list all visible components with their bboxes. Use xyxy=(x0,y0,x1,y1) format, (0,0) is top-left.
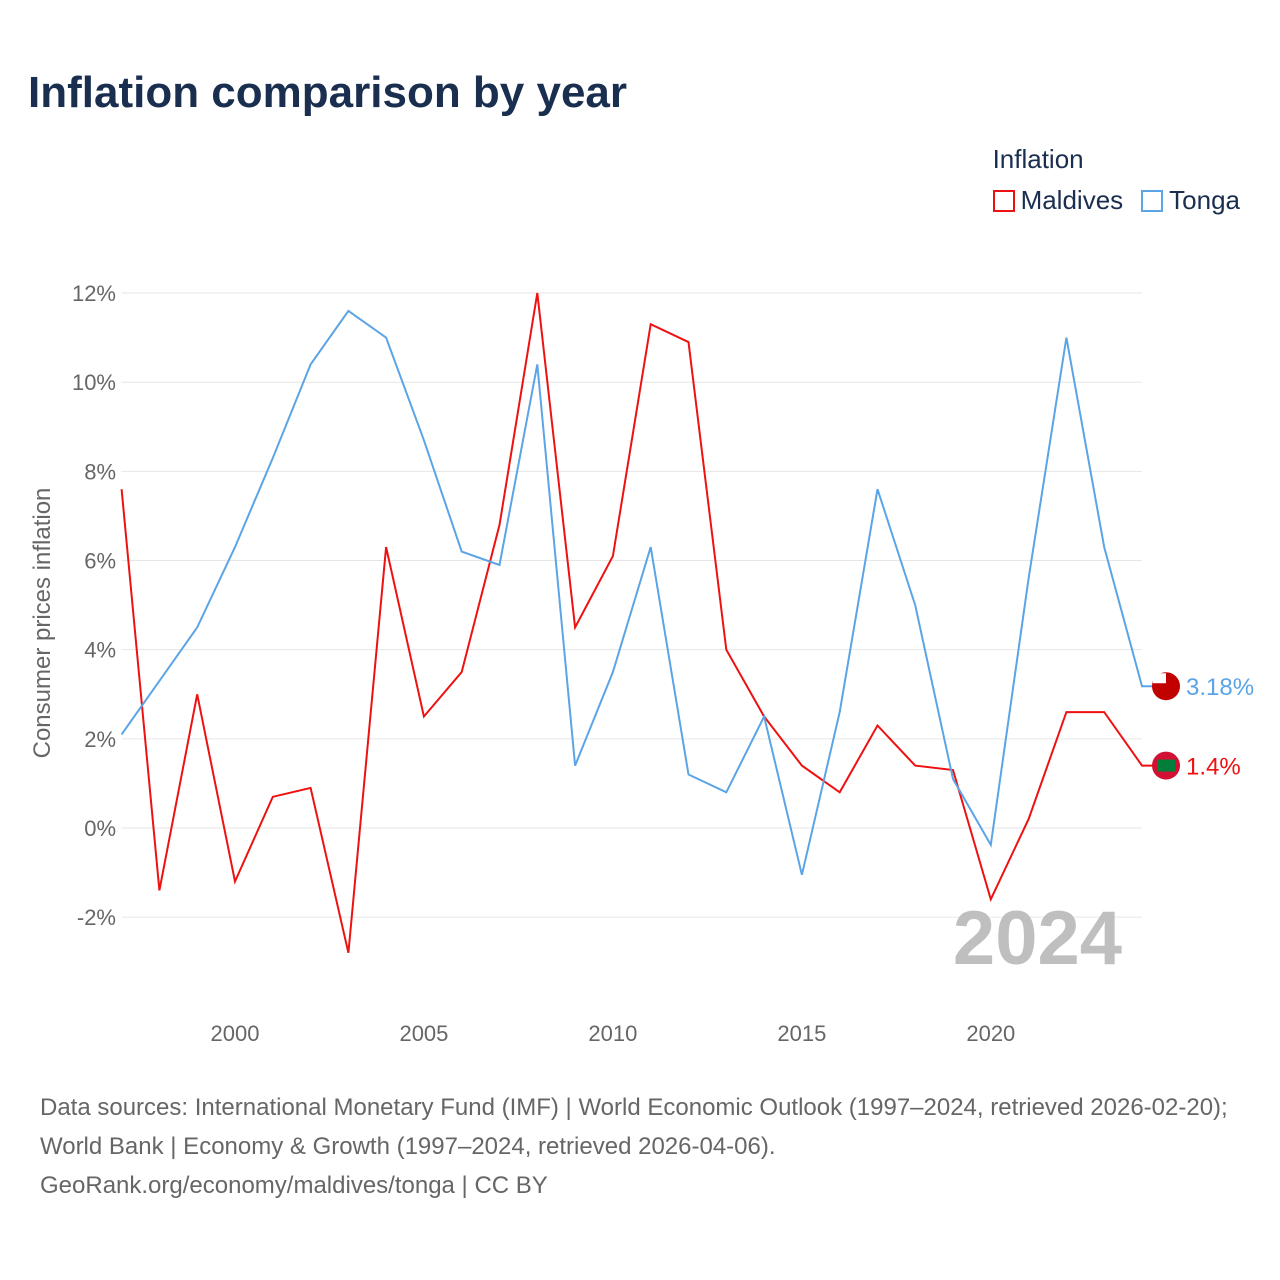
data-point-maldives xyxy=(913,763,918,768)
data-point-maldives xyxy=(724,647,729,652)
y-tick-label: -2% xyxy=(77,905,116,930)
legend-item-tonga[interactable]: Tonga xyxy=(1141,185,1240,216)
data-point-tonga xyxy=(648,545,653,550)
data-point-tonga xyxy=(762,714,767,719)
data-point-tonga xyxy=(157,678,162,683)
x-tick-label: 2020 xyxy=(966,1021,1015,1046)
data-point-tonga xyxy=(270,455,275,460)
flag-icon-detail xyxy=(1153,673,1166,684)
data-point-tonga xyxy=(1102,545,1107,550)
end-value-label: 3.18% xyxy=(1186,674,1254,701)
data-point-maldives xyxy=(1064,710,1069,715)
data-point-maldives xyxy=(1026,817,1031,822)
data-point-tonga xyxy=(573,763,578,768)
x-tick-label: 2010 xyxy=(588,1021,637,1046)
data-point-tonga xyxy=(875,487,880,492)
x-tick-label: 2015 xyxy=(777,1021,826,1046)
end-value-label: 1.4% xyxy=(1186,754,1241,781)
data-point-maldives xyxy=(384,545,389,550)
footer: Data sources: International Monetary Fun… xyxy=(40,1088,1250,1205)
year-watermark: 2024 xyxy=(952,896,1122,981)
data-point-maldives xyxy=(459,669,464,674)
data-point-tonga xyxy=(837,710,842,715)
data-point-maldives xyxy=(421,714,426,719)
data-point-maldives xyxy=(1140,763,1145,768)
data-point-tonga xyxy=(951,776,956,781)
data-point-tonga xyxy=(421,438,426,443)
legend-label: Tonga xyxy=(1169,185,1240,215)
data-point-maldives xyxy=(270,794,275,799)
y-tick-label: 2% xyxy=(84,727,116,752)
y-tick-label: 4% xyxy=(84,638,116,663)
data-point-tonga xyxy=(686,772,691,777)
data-point-maldives xyxy=(308,785,313,790)
legend-swatch xyxy=(1141,189,1164,212)
data-point-maldives xyxy=(1102,710,1107,715)
data-point-maldives xyxy=(799,763,804,768)
data-point-maldives xyxy=(875,723,880,728)
data-point-tonga xyxy=(799,872,804,877)
data-point-tonga xyxy=(1026,576,1031,581)
data-sources: Data sources: International Monetary Fun… xyxy=(40,1094,1228,1160)
x-tick-label: 2005 xyxy=(399,1021,448,1046)
data-point-maldives xyxy=(686,340,691,345)
data-point-maldives xyxy=(610,554,615,559)
data-point-tonga xyxy=(610,669,615,674)
credit-link[interactable]: GeoRank.org/economy/maldives/tonga | CC … xyxy=(40,1172,548,1199)
data-point-tonga xyxy=(384,335,389,340)
y-tick-label: 6% xyxy=(84,549,116,574)
y-tick-label: 10% xyxy=(72,370,116,395)
data-point-tonga xyxy=(232,545,237,550)
y-axis-label: Consumer prices inflation xyxy=(29,488,56,759)
flag-icon-detail xyxy=(1157,759,1175,772)
y-tick-label: 8% xyxy=(84,459,116,484)
data-point-maldives xyxy=(195,692,200,697)
data-point-maldives xyxy=(573,625,578,630)
data-point-tonga xyxy=(308,362,313,367)
chart-title: Inflation comparison by year xyxy=(28,68,628,117)
legend-swatch xyxy=(992,189,1015,212)
legend-item-maldives[interactable]: Maldives xyxy=(992,185,1124,216)
data-point-tonga xyxy=(497,562,502,567)
data-point-tonga xyxy=(459,549,464,554)
data-point-tonga xyxy=(535,362,540,367)
data-point-maldives xyxy=(648,322,653,327)
legend: Inflation Maldives Tonga xyxy=(992,144,1240,216)
data-point-maldives xyxy=(157,888,162,893)
data-point-maldives xyxy=(232,879,237,884)
data-point-tonga xyxy=(724,790,729,795)
data-point-tonga xyxy=(346,308,351,313)
data-point-maldives xyxy=(119,487,124,492)
data-point-tonga xyxy=(913,603,918,608)
data-point-maldives xyxy=(497,522,502,527)
data-point-tonga xyxy=(1064,335,1069,340)
data-point-tonga xyxy=(119,732,124,737)
data-point-maldives xyxy=(346,950,351,955)
x-tick-label: 2000 xyxy=(211,1021,260,1046)
data-point-tonga xyxy=(1140,684,1145,689)
series-line-maldives xyxy=(120,292,1155,954)
legend-title: Inflation xyxy=(992,144,1084,174)
data-point-tonga xyxy=(195,625,200,630)
y-tick-label: 12% xyxy=(72,281,116,306)
data-point-tonga xyxy=(988,842,993,847)
data-point-maldives xyxy=(837,790,842,795)
data-point-maldives xyxy=(535,291,540,296)
series-line-tonga xyxy=(120,309,1155,876)
y-tick-label: 0% xyxy=(84,816,116,841)
legend-label: Maldives xyxy=(1020,185,1124,215)
